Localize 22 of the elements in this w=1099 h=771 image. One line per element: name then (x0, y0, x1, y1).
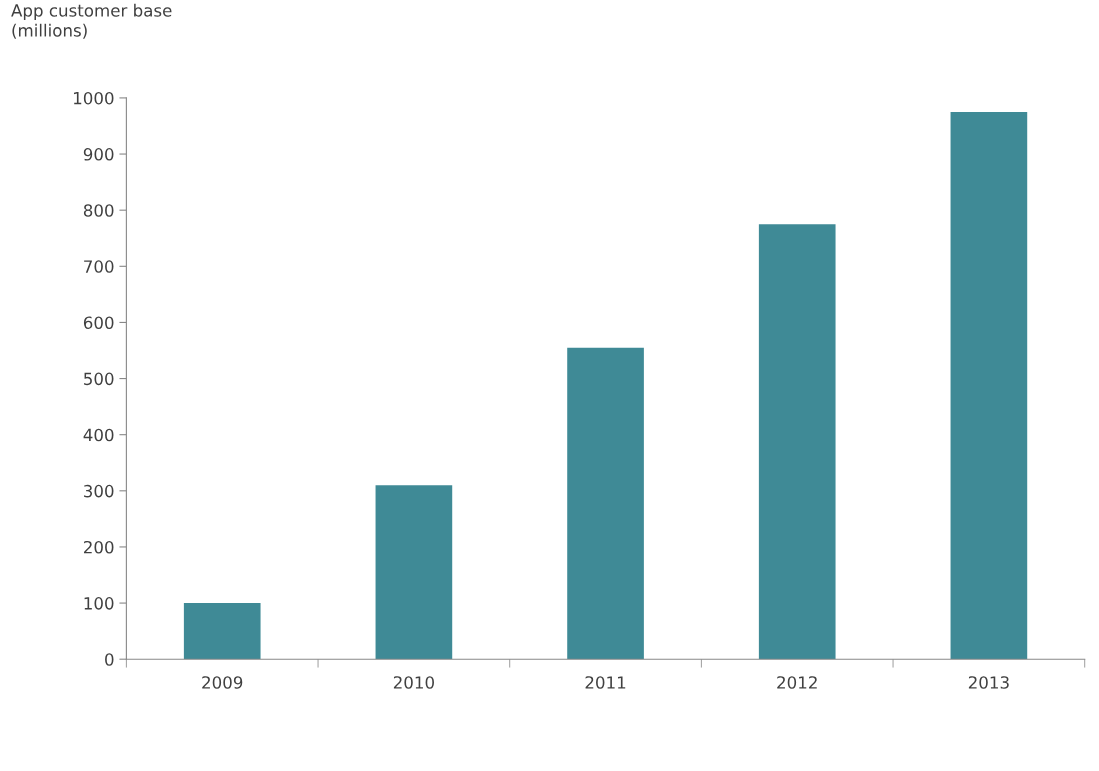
x-tick-label: 2013 (968, 676, 1009, 689)
y-tick-label: 900 (83, 148, 114, 161)
bar (183, 603, 261, 660)
bar (758, 224, 836, 660)
y-tick-label: 800 (83, 204, 114, 217)
y-tick-label: 600 (83, 316, 114, 329)
x-tick-label: 2012 (777, 676, 817, 689)
bar (567, 347, 644, 660)
y-tick-label: 500 (84, 372, 114, 386)
y-tick-label: 100 (84, 597, 114, 610)
y-tick-label: 700 (84, 260, 114, 273)
x-tick-label: 2010 (393, 676, 434, 689)
y-tick-label: 200 (83, 540, 114, 554)
x-tick-label: 2011 (585, 676, 626, 689)
x-tick-label: 2009 (202, 676, 243, 689)
y-tick-label: 0 (105, 653, 114, 666)
y-tick-label: 1000 (73, 91, 114, 105)
y-tick-label: 300 (84, 484, 114, 498)
bar (375, 485, 453, 660)
bar (950, 111, 1028, 660)
y-axis-title: App customer base (millions) (11, 3, 172, 39)
y-tick-label: 400 (83, 428, 114, 442)
